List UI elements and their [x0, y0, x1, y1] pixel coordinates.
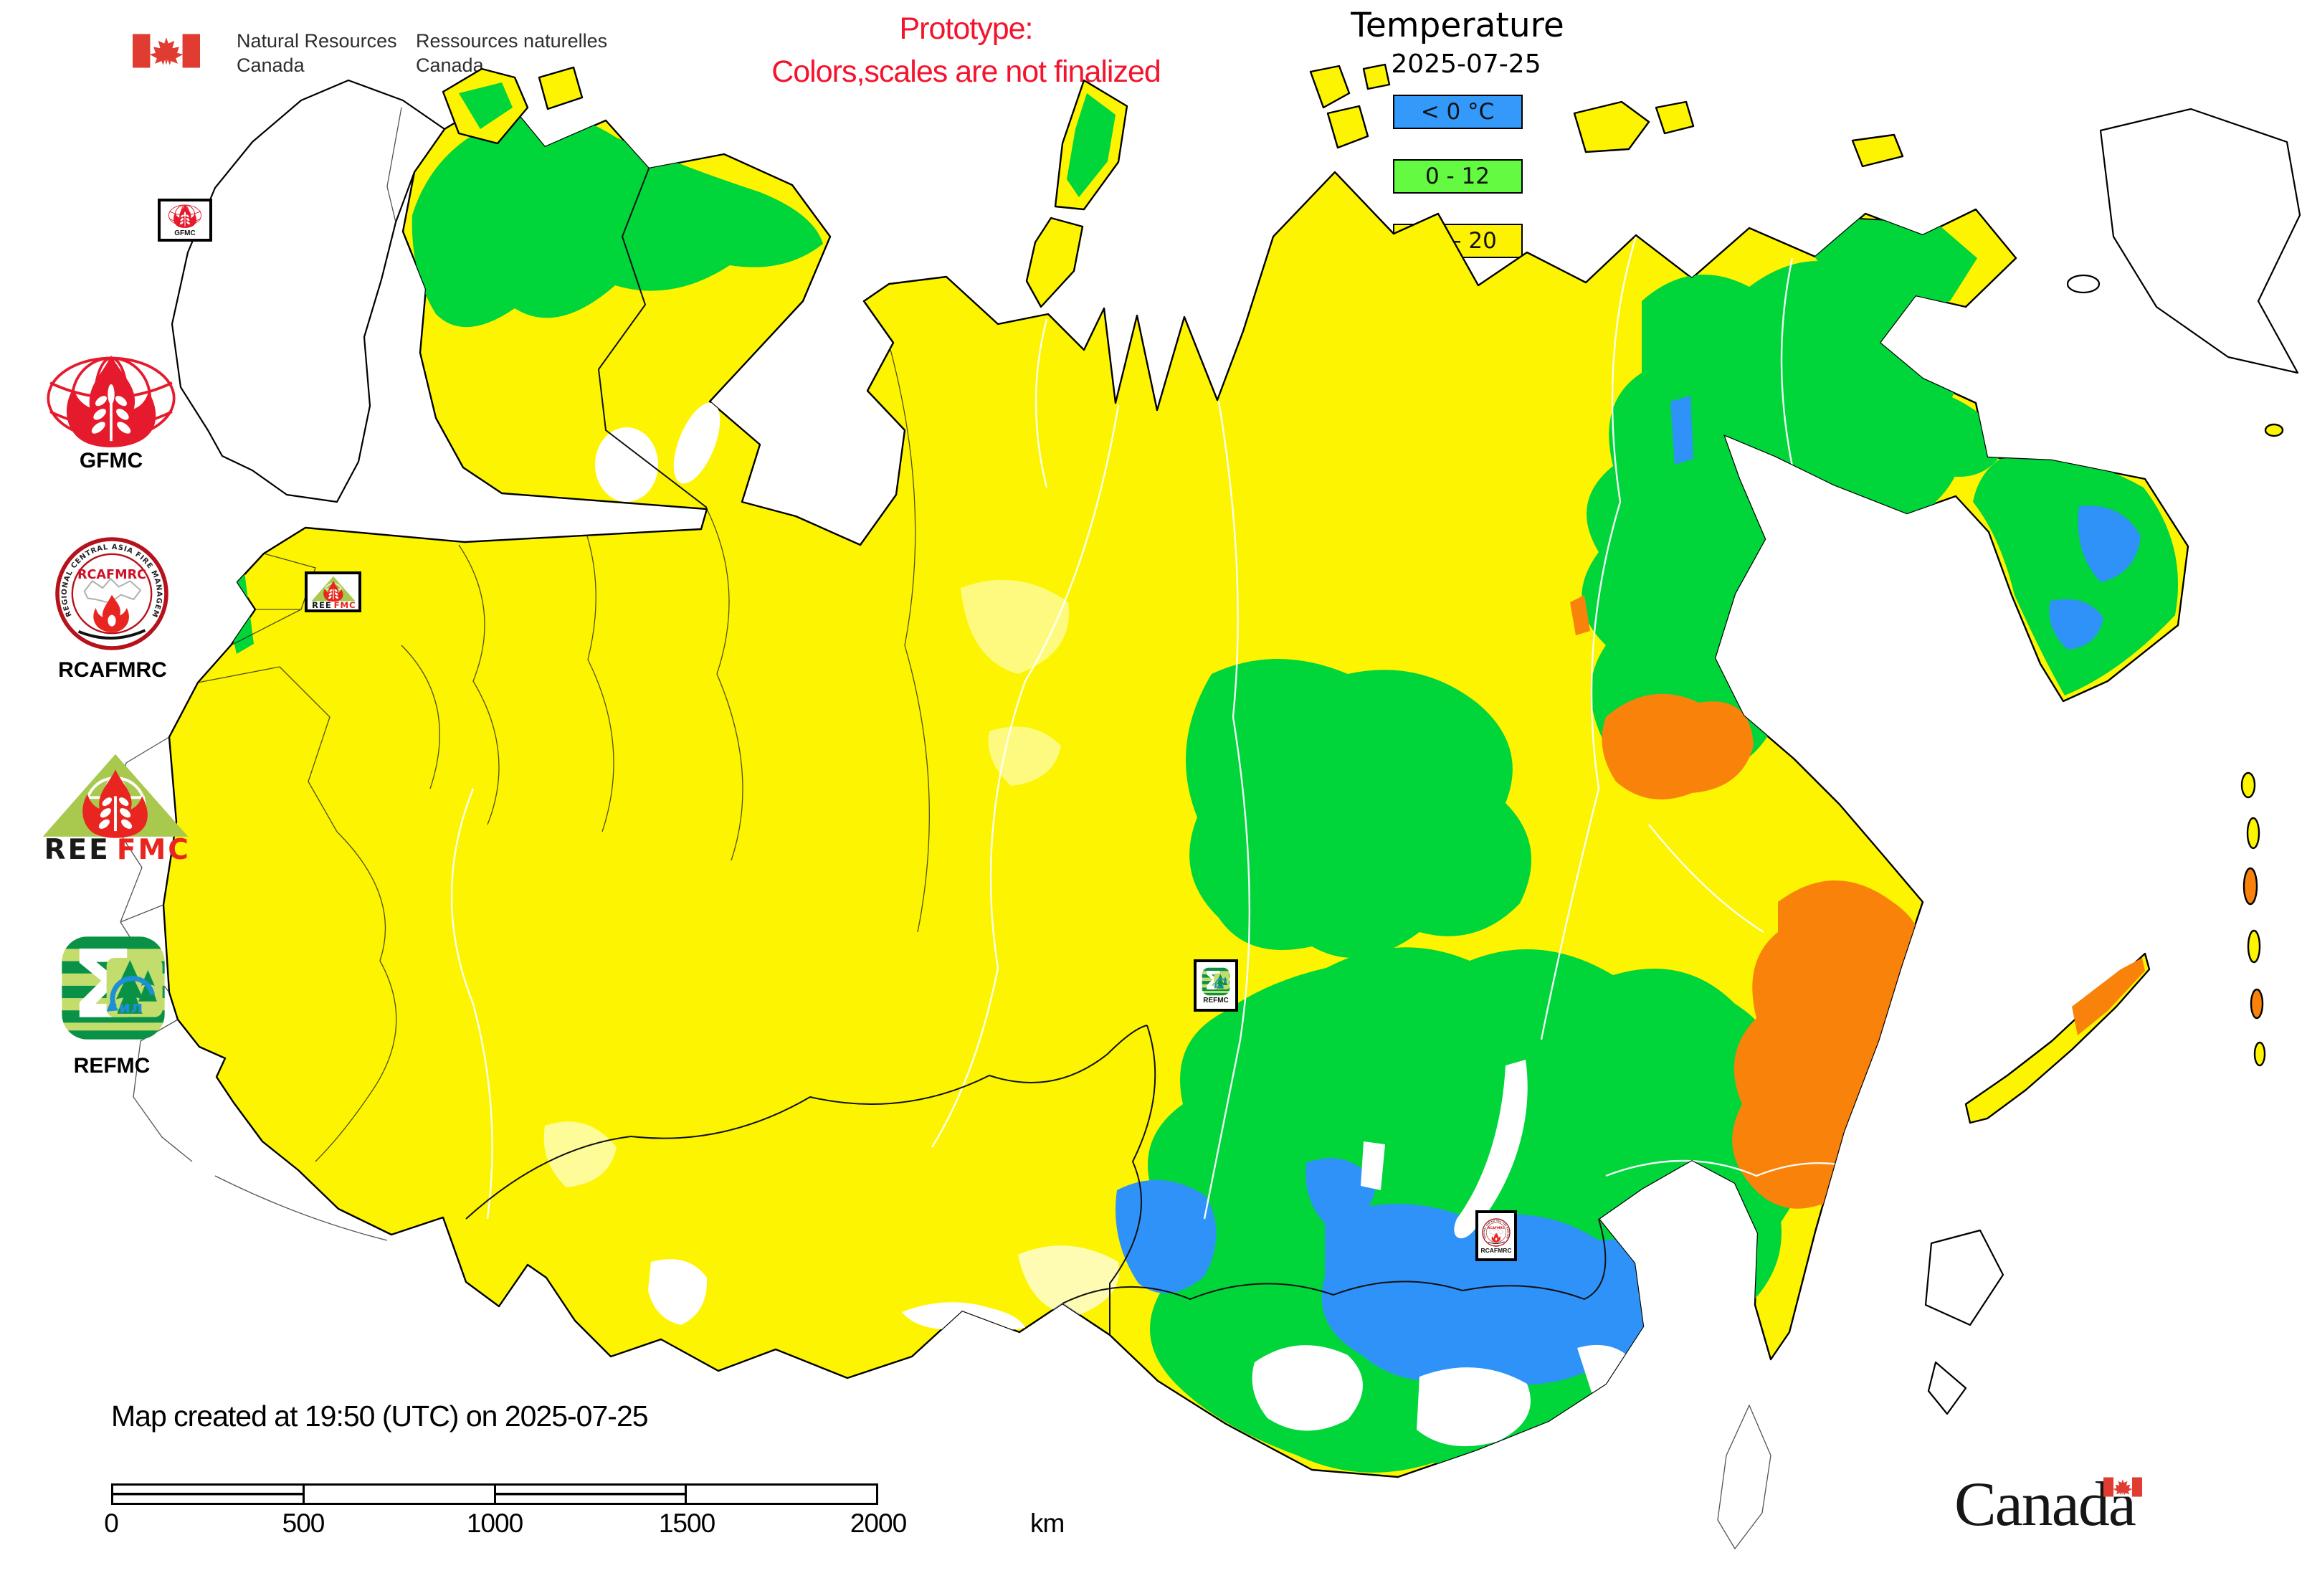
outline-hokkaido [1924, 1229, 2004, 1326]
scale-bar-segment [305, 1486, 496, 1503]
zone-green-kamchatka [1973, 457, 2179, 695]
temperature-zones [197, 113, 2179, 1473]
lake-khovsgol [1361, 1141, 1385, 1190]
map-marker-rcafmrc: RCAFMRC [1475, 1210, 1517, 1261]
lake-baikal [1454, 1060, 1528, 1239]
outline-korea [1717, 1404, 1771, 1550]
scale-bar-unit: km [1030, 1509, 1065, 1538]
legend-item-0-12: 0 - 12 [1392, 159, 1523, 194]
sakhalin-orange [2072, 958, 2145, 1035]
lake-ladoga [595, 427, 658, 502]
river-yenisei [1203, 401, 1251, 1220]
scale-bar-ticks: 0 500 1000 1500 2000 km [104, 1509, 1065, 1538]
map-created-timestamp: Map created at 19:50 (UTC) on 2025-07-25 [111, 1400, 649, 1433]
outline-alaska [2099, 108, 2301, 374]
river-volga [450, 788, 493, 1220]
zone-green-putorana [1186, 659, 1531, 958]
kuril-island [2242, 867, 2258, 906]
zone-blue-koryak [1961, 323, 2009, 387]
reefmc-logo [38, 750, 193, 862]
refmc-label: REFMC [73, 1054, 151, 1078]
zone-green-lapland [412, 113, 823, 328]
lake-aral [648, 1259, 708, 1325]
gfmc-label: GFMC [79, 449, 143, 472]
canada-wordmark: Canada [1954, 1468, 2135, 1541]
arctic-islands [442, 63, 1904, 308]
legend-date: 2025-07-25 [1391, 49, 1541, 79]
refmc-logo [57, 932, 169, 1044]
outline-honshu-tip [1927, 1361, 1967, 1415]
river-ob [931, 404, 1120, 1148]
zone-green-chukotka [1807, 217, 1977, 315]
scale-bar-segment [495, 1486, 688, 1503]
zone-blue-kamchatka [2078, 505, 2141, 582]
border-ural [888, 343, 930, 933]
nodata-mongolia-2 [1417, 1367, 1531, 1447]
scale-bar-segment [113, 1486, 305, 1503]
map-marker-reefmc [305, 571, 361, 612]
outline-island-bering [2066, 274, 2101, 294]
border-norway-sweden [386, 107, 402, 223]
nodata-mongolia-1 [1252, 1345, 1363, 1431]
gfmc-logo [41, 353, 181, 453]
map-marker-gfmc: GFMC [158, 199, 212, 242]
border-kazakhstan-north [465, 1025, 1148, 1220]
map-marker-refmc: REFMC [1194, 959, 1238, 1012]
novaya-zemlya-south [1025, 217, 1084, 308]
pacific-islands [1964, 423, 2284, 1124]
border-ukraine-russia [315, 831, 397, 1162]
new-siberian-islands [1573, 100, 1650, 153]
border-mongolia-russia [1062, 1218, 1607, 1304]
zone-orange-yakutia [1602, 693, 1754, 799]
legend-item-below-0: < 0 °C [1392, 95, 1523, 129]
lake-onega [673, 402, 720, 484]
nrcan-name-french: Ressources naturelles Canada [416, 30, 608, 76]
border-kazakhstan-east [1109, 1025, 1156, 1335]
outline-scandinavia [171, 79, 446, 503]
rcafmrc-logo [54, 536, 169, 651]
scale-bar [111, 1483, 878, 1505]
river-lena [1540, 236, 1637, 1040]
wrangel-island [1851, 133, 1904, 168]
legend-title: Temperature [1351, 6, 1564, 45]
nrcan-name-english: Natural Resources Canada [237, 30, 397, 76]
border-finland-russia [597, 168, 708, 508]
prototype-notice: Prototype: Colors,scales are not finaliz… [771, 11, 1161, 89]
zone-blue-baikal-sayan [1321, 1204, 1686, 1385]
rcafmrc-label: RCAFMRC [58, 658, 167, 682]
